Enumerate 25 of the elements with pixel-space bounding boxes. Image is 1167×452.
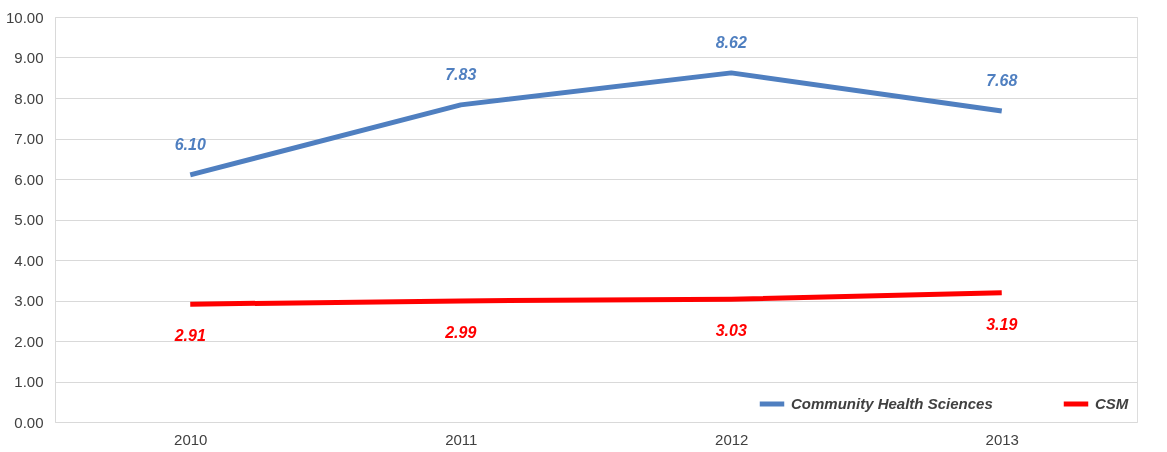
x-tick-label: 2011 (445, 430, 478, 448)
x-tick-label: 2012 (715, 430, 749, 448)
y-tick-label: 10.00 (5, 8, 44, 26)
y-tick-label: 6.00 (14, 170, 44, 188)
data-label: 7.68 (986, 71, 1018, 89)
x-tick-label: 2010 (174, 430, 208, 448)
data-label: 7.83 (445, 65, 477, 83)
y-tick-label: 0.00 (14, 413, 44, 431)
legend-label: Community Health Sciences (791, 395, 993, 412)
data-label: 2.91 (173, 327, 206, 345)
y-tick-label: 1.00 (14, 373, 44, 390)
y-tick-label: 8.00 (14, 89, 44, 107)
data-label: 6.10 (174, 135, 206, 153)
y-tick-label: 9.00 (14, 49, 44, 66)
y-tick-label: 3.00 (14, 292, 44, 309)
data-label: 8.62 (715, 33, 747, 51)
y-tick-label: 5.00 (14, 211, 44, 228)
y-tick-label: 7.00 (14, 130, 44, 147)
legend-label: CSM (1095, 395, 1129, 412)
y-tick-label: 4.00 (14, 251, 44, 269)
x-tick-label: 2013 (985, 430, 1019, 448)
data-label: 3.03 (715, 322, 747, 340)
data-label: 2.99 (444, 323, 477, 341)
y-tick-label: 2.00 (14, 332, 44, 350)
data-label: 3.19 (986, 315, 1018, 333)
